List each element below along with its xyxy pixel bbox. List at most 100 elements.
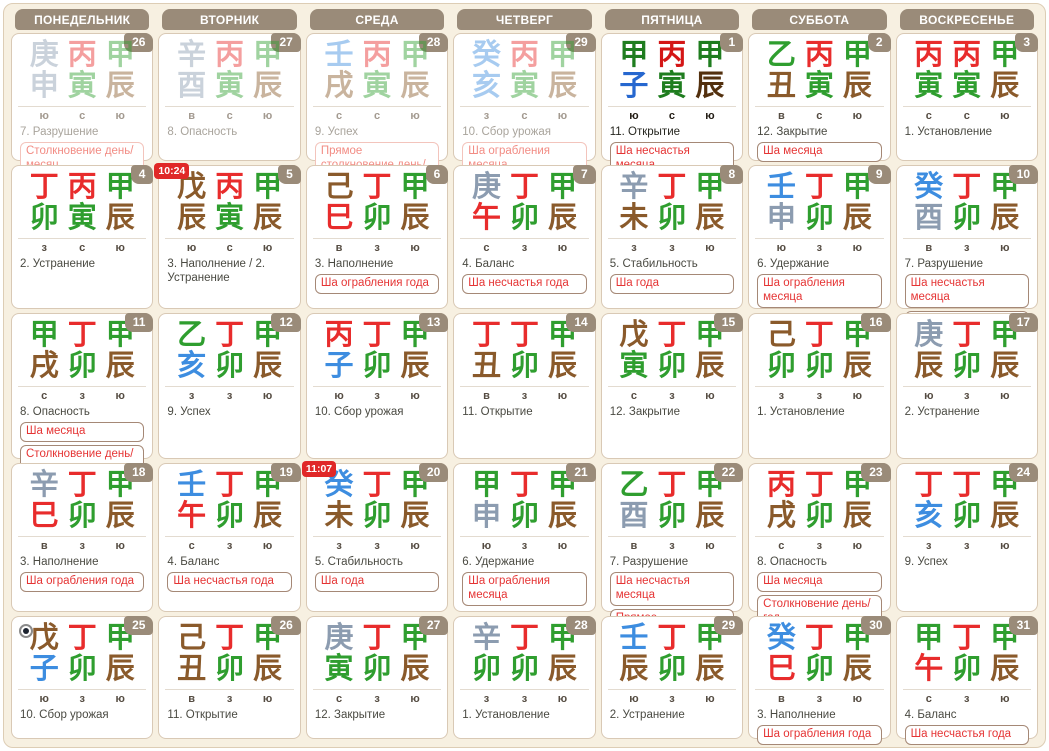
branch-char: 午 bbox=[914, 651, 944, 685]
day-cell[interactable]: 8 辛丁甲 未卯辰 з з ю 5. Стабильность Ша года bbox=[600, 165, 744, 309]
direction-letter: ю bbox=[1000, 242, 1010, 254]
branch-char: 辰 bbox=[547, 68, 577, 102]
day-cell[interactable]: 21 甲丁甲 申卯辰 ю з ю 6. Удержание Ша ограблени… bbox=[453, 463, 596, 612]
day-cell[interactable]: 7 庚丁甲 午卯辰 с з ю 4. Баланс Ша несчастья год… bbox=[453, 165, 596, 309]
day-cell[interactable]: 4 丁丙甲 卯寅辰 з с ю 2. Устранение bbox=[11, 165, 154, 309]
warning-badge: Ша месяца bbox=[757, 572, 882, 593]
day-cell[interactable]: 9 壬丁甲 申卯辰 ю з ю 6. Удержание Ша ограбления… bbox=[748, 165, 891, 309]
divider bbox=[460, 238, 589, 239]
branch-char: 辰 bbox=[253, 651, 283, 685]
direction-letter: ю bbox=[705, 390, 715, 402]
branch-char: 寅 bbox=[215, 200, 245, 234]
day-cell[interactable]: 18 辛丁甲 巳卯辰 в з ю 3. Наполнение Ша ограблен… bbox=[11, 463, 154, 612]
direction-letter: ю bbox=[115, 110, 125, 122]
direction-letter: ю bbox=[629, 110, 639, 122]
branch-char: 辰 bbox=[842, 651, 872, 685]
branches-row: 卯卯辰 bbox=[454, 653, 594, 684]
branch-char: 卯 bbox=[362, 348, 392, 382]
day-officer-label: 3. Наполнение bbox=[314, 258, 394, 270]
warnings: Ша ограбления месяца bbox=[749, 274, 889, 308]
stem-char: 甲 bbox=[619, 37, 649, 71]
divider bbox=[607, 536, 737, 537]
branch-char: 寅 bbox=[804, 68, 834, 102]
warnings: Ша года bbox=[307, 572, 447, 593]
branch-char: 子 bbox=[29, 651, 59, 685]
stem-char: 甲 bbox=[253, 169, 283, 203]
day-cell[interactable]: 13 丙丁甲 子卯辰 ю з ю 10. Сбор урожая bbox=[305, 313, 449, 459]
stems-row: 辛丁甲 bbox=[454, 622, 594, 653]
day-cell[interactable]: 15 戊丁甲 寅卯辰 с з ю 12. Закрытие bbox=[600, 313, 744, 459]
stem-char: 甲 bbox=[695, 169, 725, 203]
day-cell[interactable]: 6 己丁甲 巳卯辰 в з ю 3. Наполнение Ша ограблени… bbox=[305, 165, 449, 309]
stem-char: 丁 bbox=[657, 620, 687, 654]
day-number-badge: 28 bbox=[566, 616, 596, 635]
branches-row: 辰卯辰 bbox=[602, 653, 742, 684]
branch-char: 巳 bbox=[324, 200, 354, 234]
branch-char: 寅 bbox=[362, 68, 392, 102]
branch-char: 寅 bbox=[914, 68, 944, 102]
direction-letter: с bbox=[79, 110, 86, 122]
direction-letter: з bbox=[669, 242, 675, 254]
branch-char: 酉 bbox=[914, 200, 944, 234]
direction-letter: з bbox=[816, 540, 823, 552]
warning-badge: Ша месяца bbox=[20, 422, 145, 443]
day-cell[interactable]: 14 丁丁甲 丑卯辰 в з ю 11. Открытие bbox=[453, 313, 596, 459]
day-officer-label: 3. Наполнение / 2. Устранение bbox=[167, 258, 266, 285]
day-number-badge: 25 bbox=[124, 616, 154, 635]
divider bbox=[312, 536, 442, 537]
day-cell[interactable]: 31 甲丁甲 午卯辰 с з ю 4. Баланс Ша несчастья го… bbox=[895, 616, 1038, 746]
stem-char: 癸 bbox=[766, 620, 796, 654]
day-officer-label: 5. Стабильность bbox=[314, 556, 403, 568]
stem-char: 丁 bbox=[952, 620, 982, 654]
direction-letter: с bbox=[336, 110, 343, 122]
direction-letter: ю bbox=[262, 693, 273, 705]
day-officer-label: 2. Устранение bbox=[20, 258, 96, 270]
stem-char: 丁 bbox=[471, 317, 501, 351]
day-cell[interactable]: 28 壬丙甲 戌寅辰 ссю 9. Успех Прямое столкнове… bbox=[305, 33, 449, 190]
stem-char: 甲 bbox=[547, 37, 577, 71]
day-officer-label: 12. Закрытие bbox=[609, 406, 681, 418]
direction-letter: ю bbox=[557, 693, 568, 705]
day-cell[interactable]: 19 壬丁甲 午卯辰 с з ю 4. Баланс Ша несчастья го… bbox=[158, 463, 301, 612]
branch-char: 辰 bbox=[990, 498, 1020, 532]
branches-row: 寅卯辰 bbox=[602, 350, 742, 381]
stem-char: 丁 bbox=[657, 467, 687, 501]
branch-char: 辰 bbox=[105, 651, 135, 685]
day-cell[interactable]: 2 乙丙甲 丑寅辰 в с ю 12. Закрытие Ша месяца bbox=[748, 33, 891, 163]
warning-badge: Ша ограбления года bbox=[20, 572, 145, 593]
day-cell[interactable]: 29 壬丁甲 辰卯辰 ю з ю 2. Устранение bbox=[600, 616, 744, 739]
direction-letter: з bbox=[374, 540, 380, 552]
stems-row: 己丁甲 bbox=[307, 171, 447, 202]
direction-letter: з bbox=[964, 242, 970, 254]
stem-char: 丁 bbox=[952, 317, 982, 351]
day-officer-label: 3. Наполнение bbox=[757, 709, 836, 721]
stems-row: 丙丙甲 bbox=[897, 39, 1037, 70]
day-cell[interactable]: 10:24 5 戊丙甲 辰寅辰 ю с ю 3. Наполнение / 2. У… bbox=[154, 163, 301, 309]
day-cell[interactable]: 27 辛丙甲 酉寅辰 в с ю 8. Опасность bbox=[158, 33, 301, 161]
stem-char: 丙 bbox=[914, 37, 944, 71]
branch-char: 寅 bbox=[657, 68, 687, 102]
